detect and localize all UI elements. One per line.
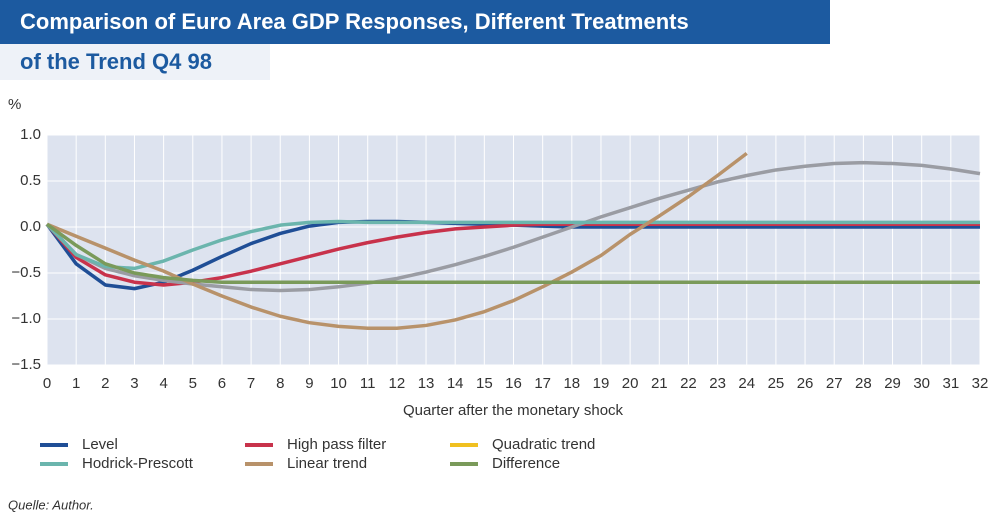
x-tick-label: 25 [768,375,785,392]
y-axis-label: % [8,96,21,113]
x-tick-label: 2 [101,375,109,392]
x-tick-label: 14 [447,375,464,392]
x-tick-label: 9 [305,375,313,392]
series-line [45,160,981,293]
x-tick-label: 32 [972,375,989,392]
x-tick-label: 10 [330,375,347,392]
x-tick-label: 7 [247,375,255,392]
y-tick-label: −1.0 [11,310,41,327]
x-tick-label: 6 [218,375,226,392]
x-tick-label: 0 [43,375,51,392]
x-tick-label: 1 [72,375,80,392]
chart-title: Comparison of Euro Area GDP Responses, D… [20,9,689,34]
title-band [0,44,270,80]
legend-label: Linear trend [287,455,367,472]
x-tick-label: 17 [534,375,551,392]
legend-label: Level [82,436,118,453]
x-tick-label: 24 [738,375,755,392]
x-tick-label: 11 [360,375,376,392]
source: Quelle: Author. [8,497,94,512]
x-tick-label: 13 [418,375,435,392]
x-tick-label: 28 [855,375,872,392]
y-tick-label: −1.5 [11,356,41,373]
y-tick-label: 0.0 [20,218,41,235]
x-tick-label: 15 [476,375,493,392]
x-tick-label: 18 [563,375,580,392]
series-line [46,152,748,330]
y-tick-label: 0.5 [20,172,41,189]
x-tick-label: 5 [189,375,197,392]
x-tick-label: 16 [505,375,522,392]
chart-title: of the Trend Q4 98 [20,49,212,74]
series-line [45,222,980,284]
x-tick-label: 27 [826,375,843,392]
x-tick-label: 26 [797,375,814,392]
x-tick-label: 29 [884,375,901,392]
legend-label: Hodrick-Prescott [82,455,194,472]
series-line [45,219,980,271]
x-tick-label: 19 [593,375,610,392]
legend-label: Quadratic trend [492,436,595,453]
x-tick-label: 12 [389,375,406,392]
x-axis-label: Quarter after the monetary shock [403,402,624,419]
y-tick-label: 1.0 [20,126,41,143]
title-band [0,0,830,44]
x-tick-label: 20 [622,375,639,392]
y-tick-label: −0.5 [11,264,41,281]
legend-label: Difference [492,455,560,472]
x-tick-label: 4 [159,375,167,392]
x-tick-label: 21 [651,375,668,392]
x-tick-label: 8 [276,375,284,392]
x-tick-label: 30 [913,375,930,392]
x-tick-label: 22 [680,375,697,392]
x-tick-label: 23 [709,375,726,392]
legend-label: High pass filter [287,436,386,453]
x-tick-label: 31 [943,375,960,392]
x-tick-label: 3 [130,375,138,392]
